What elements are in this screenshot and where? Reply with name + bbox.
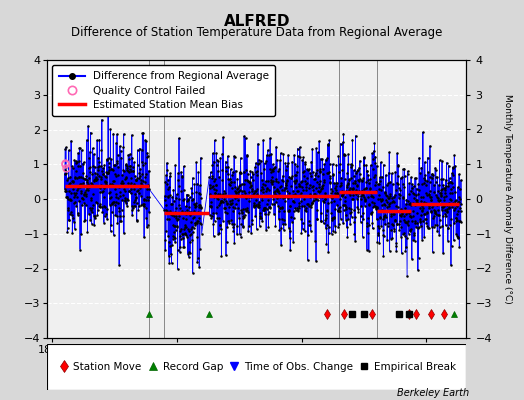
- Y-axis label: Monthly Temperature Anomaly Difference (°C): Monthly Temperature Anomaly Difference (…: [503, 94, 512, 304]
- Legend: Station Move, Record Gap, Time of Obs. Change, Empirical Break: Station Move, Record Gap, Time of Obs. C…: [54, 359, 459, 375]
- Text: Berkeley Earth: Berkeley Earth: [397, 388, 469, 398]
- Legend: Difference from Regional Average, Quality Control Failed, Estimated Station Mean: Difference from Regional Average, Qualit…: [52, 65, 275, 116]
- Text: ALFRED: ALFRED: [224, 14, 290, 29]
- Text: Difference of Station Temperature Data from Regional Average: Difference of Station Temperature Data f…: [71, 26, 442, 39]
